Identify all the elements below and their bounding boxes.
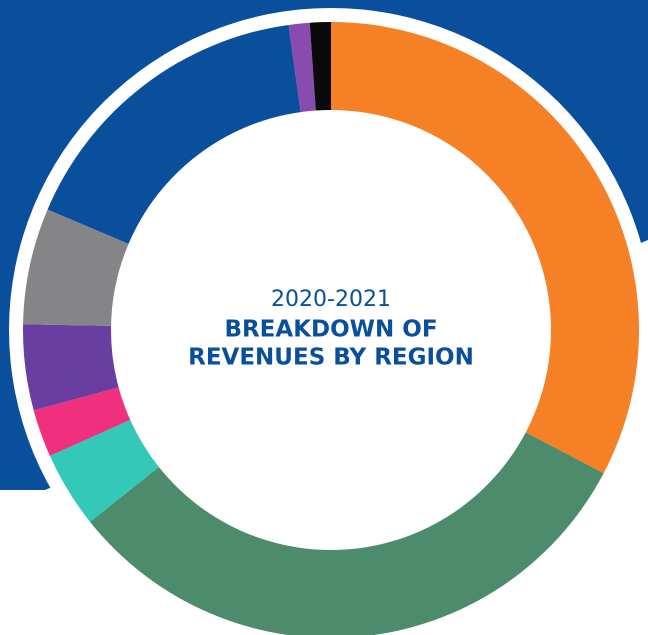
donut-slice	[23, 209, 129, 326]
donut-slice	[288, 22, 316, 113]
donut-slice	[33, 387, 131, 456]
chart-subtitle: 2020-2021	[271, 287, 391, 312]
donut	[22, 22, 639, 635]
donut-slice	[90, 432, 604, 635]
donut-slice	[331, 22, 639, 474]
chart-title: REVENUES BY REGION	[188, 345, 474, 371]
donut-slice	[309, 22, 331, 111]
donut-slice	[47, 24, 301, 244]
donut-slice	[22, 324, 119, 411]
donut-slice	[49, 419, 159, 522]
chart-title: BREAKDOWN OF	[224, 317, 437, 343]
